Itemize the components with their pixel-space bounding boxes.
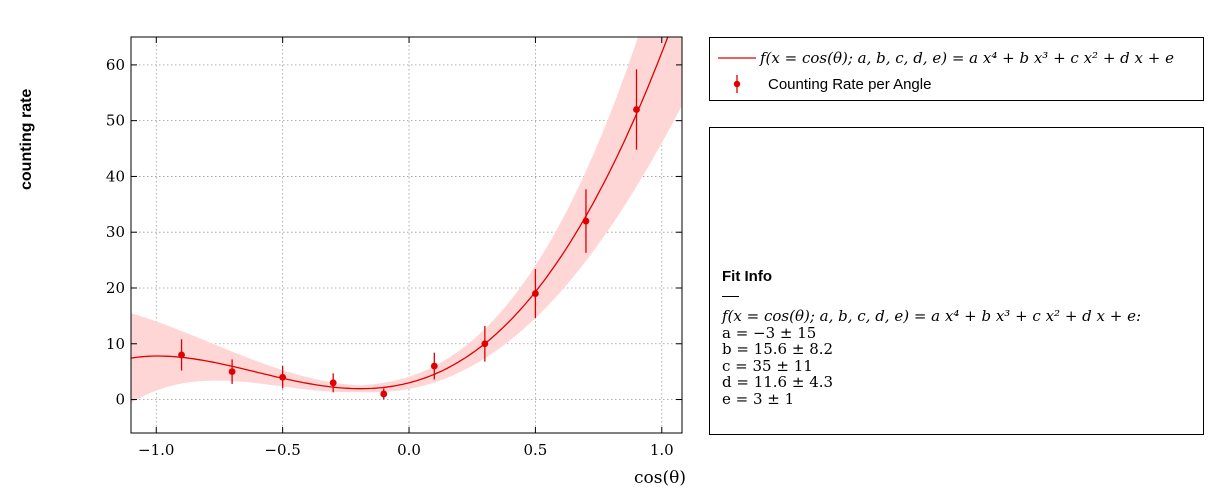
x-tick-label-1: −0.5 bbox=[264, 441, 300, 459]
fit-info-title: Fit Info bbox=[722, 268, 772, 285]
y-axis-label-wrapper: counting rate bbox=[18, 40, 88, 220]
data-point-2 bbox=[279, 373, 287, 381]
y-axis-label: counting rate bbox=[18, 88, 35, 190]
y-tick-label-1: 10 bbox=[106, 335, 125, 353]
fit-curve bbox=[131, 37, 669, 390]
data-point-8 bbox=[582, 217, 590, 225]
y-tick-label-4: 40 bbox=[106, 167, 125, 185]
fit-info-separator bbox=[722, 296, 739, 297]
legend-item-data: Counting Rate per Angle bbox=[710, 73, 931, 95]
data-point-6 bbox=[481, 340, 489, 348]
legend-data-label: Counting Rate per Angle bbox=[768, 75, 932, 93]
fit-info-box: Fit Info f(x = cos(θ); a, b, c, d, e) = … bbox=[709, 127, 1204, 435]
y-tick-label-5: 50 bbox=[106, 112, 125, 130]
x-tick-label-2: 0.0 bbox=[397, 441, 421, 459]
fit-info-function: f(x = cos(θ); a, b, c, d, e) = a x⁴ + b … bbox=[722, 307, 1142, 325]
data-point-9 bbox=[633, 106, 640, 113]
data-point-3 bbox=[329, 379, 337, 387]
x-tick-label-3: 0.5 bbox=[523, 441, 547, 459]
x-tick-label-0: −1.0 bbox=[138, 441, 174, 459]
data-point-4 bbox=[380, 390, 388, 398]
plot-frame bbox=[130, 36, 683, 434]
y-tick-label-6: 60 bbox=[106, 56, 125, 74]
data-point-0 bbox=[178, 351, 185, 359]
data-point-7 bbox=[532, 290, 539, 297]
fit-param-c: c = 35 ± 11 bbox=[722, 356, 813, 375]
fit-info-lines: f(x = cos(θ); a, b, c, d, e) = a x⁴ + b … bbox=[722, 308, 1141, 407]
x-tick-label-4: 1.0 bbox=[650, 441, 674, 459]
y-tick-label-0: 0 bbox=[115, 391, 125, 409]
fit-param-d: d = 11.6 ± 4.3 bbox=[722, 373, 834, 391]
legend-marker-swatch bbox=[733, 75, 741, 93]
fit-confidence-band bbox=[131, 37, 682, 403]
legend-item-fit: f(x = cos(θ); a, b, c, d, e) = a x⁴ + b … bbox=[710, 47, 1174, 69]
fit-param-e: e = 3 ± 1 bbox=[722, 389, 795, 408]
legend-fit-label: f(x = cos(θ); a, b, c, d, e) = a x⁴ + b … bbox=[760, 49, 1174, 67]
legend-line-swatch bbox=[718, 57, 756, 59]
y-tick-label-2: 20 bbox=[106, 279, 125, 297]
data-point-1 bbox=[228, 368, 236, 376]
fit-param-a: a = −3 ± 15 bbox=[722, 323, 817, 342]
fit-param-b: b = 15.6 ± 8.2 bbox=[722, 340, 834, 358]
data-point-5 bbox=[430, 362, 438, 370]
y-tick-label-3: 30 bbox=[106, 223, 125, 241]
x-axis-label: cos(θ) bbox=[634, 468, 686, 488]
legend: f(x = cos(θ); a, b, c, d, e) = a x⁴ + b … bbox=[709, 37, 1204, 101]
